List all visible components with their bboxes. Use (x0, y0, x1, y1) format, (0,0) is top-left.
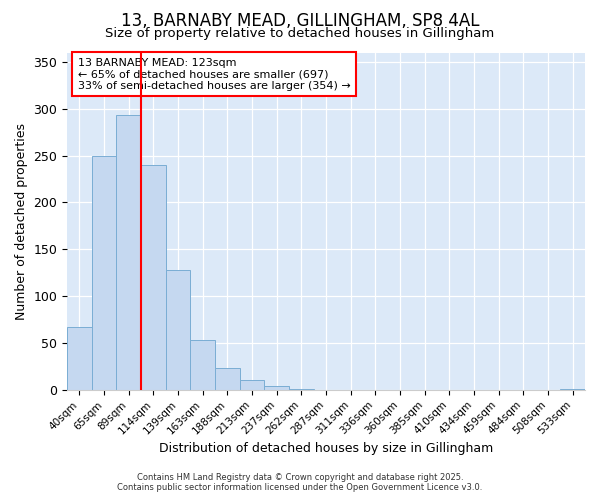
Text: Size of property relative to detached houses in Gillingham: Size of property relative to detached ho… (106, 28, 494, 40)
Bar (166, 270, 190, 390)
Bar (190, 340, 215, 390)
Bar (67, 327, 92, 390)
Y-axis label: Number of detached properties: Number of detached properties (15, 122, 28, 320)
Bar (289, 389, 314, 390)
Bar (92, 156, 116, 390)
X-axis label: Distribution of detached houses by size in Gillingham: Distribution of detached houses by size … (159, 442, 493, 455)
Bar (116, 116, 141, 390)
Text: Contains HM Land Registry data © Crown copyright and database right 2025.
Contai: Contains HM Land Registry data © Crown c… (118, 473, 482, 492)
Bar (560, 389, 585, 390)
Bar (240, 380, 265, 390)
Bar (215, 368, 240, 390)
Text: 13, BARNABY MEAD, GILLINGHAM, SP8 4AL: 13, BARNABY MEAD, GILLINGHAM, SP8 4AL (121, 12, 479, 30)
Bar (141, 165, 166, 390)
Bar (265, 386, 289, 390)
Text: 13 BARNABY MEAD: 123sqm
← 65% of detached houses are smaller (697)
33% of semi-d: 13 BARNABY MEAD: 123sqm ← 65% of detache… (77, 58, 350, 91)
